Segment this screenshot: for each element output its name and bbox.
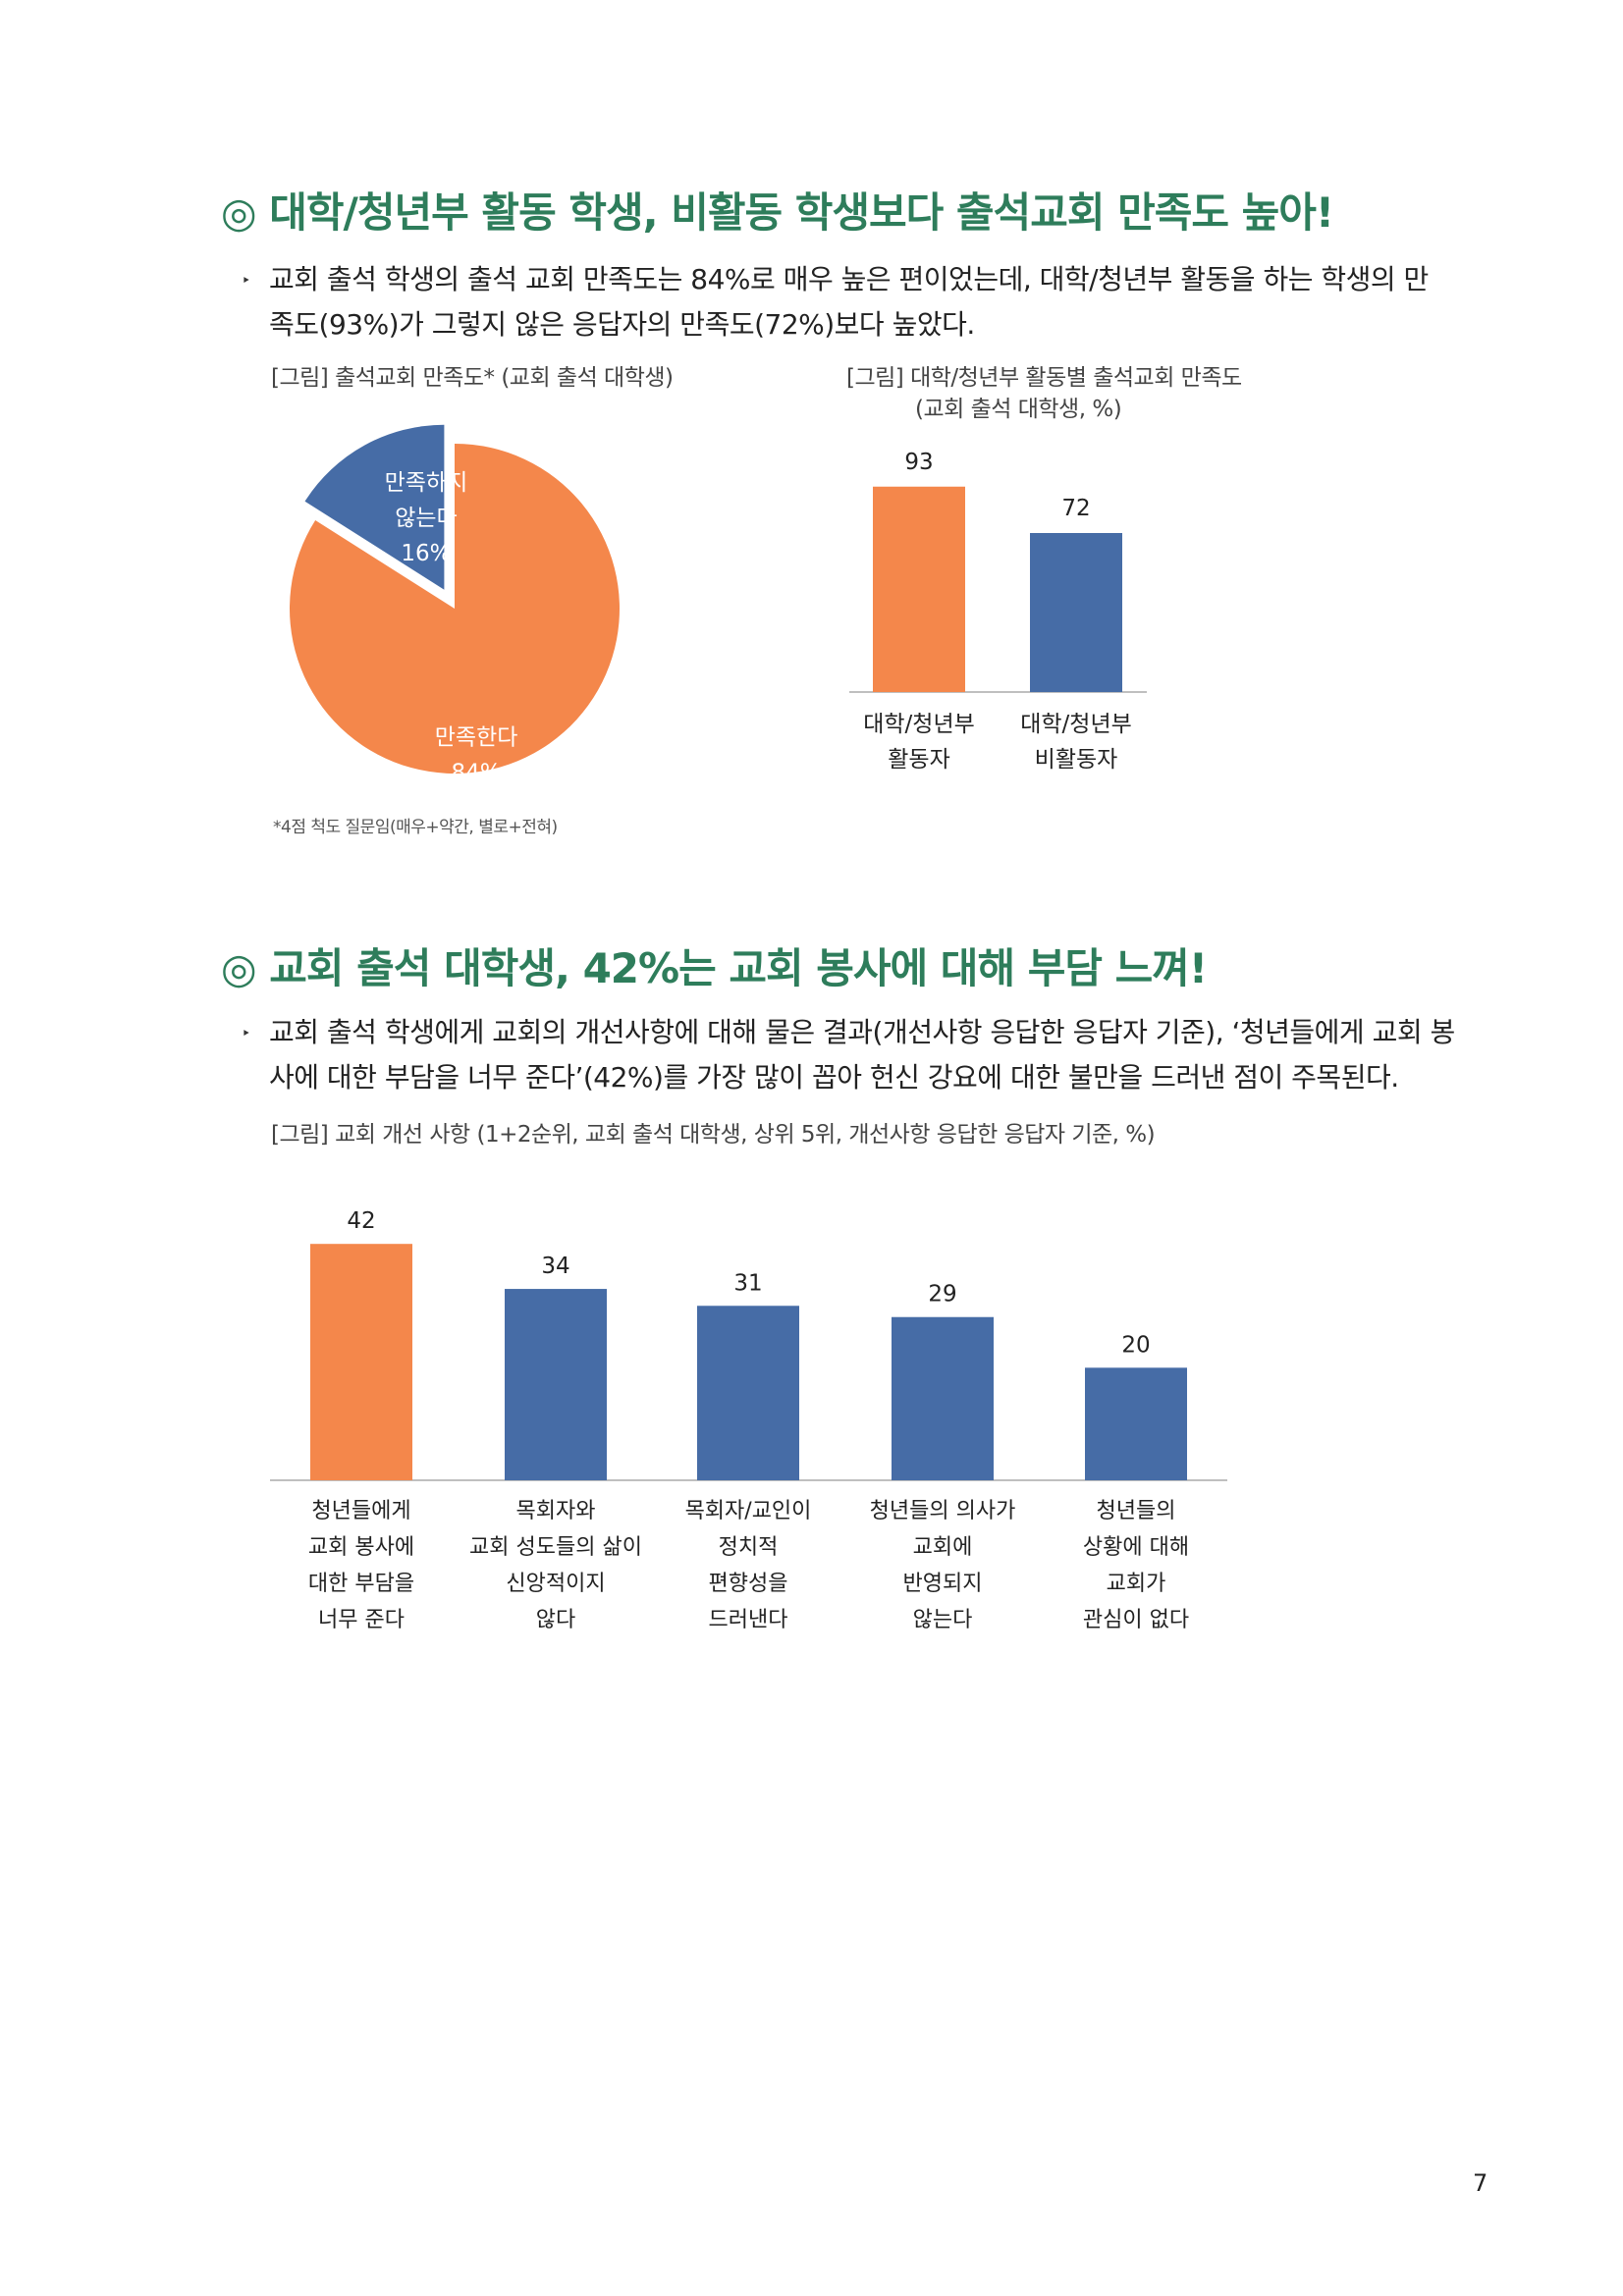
section2-bullet-line2: 사에 대한 부담을 너무 준다’(42%)를 가장 많이 꼽아 헌신 강요에 대… bbox=[269, 1061, 1399, 1094]
bar-chart-caption-line2: (교회 출석 대학생, %) bbox=[915, 397, 1122, 422]
bar-4 bbox=[1085, 1367, 1187, 1480]
bar-value-label-0: 42 bbox=[347, 1208, 375, 1234]
bar-1 bbox=[505, 1289, 607, 1480]
section1-bullet-line2: 족도(93%)가 그렇지 않은 응답자의 만족도(72%)보다 높았다. bbox=[269, 308, 975, 341]
section1-heading: ◎ 대학/청년부 활동 학생, 비활동 학생보다 출석교회 만족도 높아! bbox=[221, 188, 1334, 237]
category-label-0-line: 활동자 bbox=[888, 747, 949, 773]
bar-value-label-1: 72 bbox=[1061, 496, 1090, 521]
category-label-0-line: 대학/청년부 bbox=[863, 712, 975, 737]
pie-slice-label-0-line: 만족한다 bbox=[435, 725, 518, 751]
bar-chart-caption: [그림] 대학/청년부 활동별 출석교회 만족도 (교회 출석 대학생, %) bbox=[846, 362, 1242, 425]
bar-0 bbox=[310, 1244, 412, 1480]
category-label-1-line: 목회자와 bbox=[516, 1499, 596, 1523]
category-label-1-line: 신앙적이지 bbox=[506, 1572, 605, 1596]
category-label-2-line: 편향성을 bbox=[709, 1572, 788, 1596]
section2-heading: ◎ 교회 출석 대학생, 42%는 교회 봉사에 대해 부담 느껴! bbox=[221, 944, 1208, 992]
category-label-1-line: 비활동자 bbox=[1035, 747, 1118, 773]
category-label-1-line: 대학/청년부 bbox=[1020, 712, 1132, 737]
category-label-4-line: 상황에 대해 bbox=[1083, 1535, 1189, 1560]
category-label-3-line: 반영되지 bbox=[903, 1572, 983, 1596]
pie-slice-label-1-line: 16% bbox=[401, 541, 451, 566]
category-label-3-line: 청년들의 의사가 bbox=[870, 1499, 1016, 1523]
category-label-0-line: 교회 봉사에 bbox=[308, 1535, 414, 1560]
category-label-4-line: 관심이 없다 bbox=[1083, 1608, 1189, 1632]
footnote: *4점 척도 질문임(매우+약간, 별로+전혀) bbox=[273, 818, 558, 837]
category-label-4-line: 청년들의 bbox=[1097, 1499, 1176, 1523]
section2-bullet-line1: 교회 출석 학생에게 교회의 개선사항에 대해 물은 결과(개선사항 응답한 응… bbox=[269, 1016, 1455, 1048]
bar-3 bbox=[892, 1316, 994, 1480]
section1-bullet-line1: 교회 출석 학생의 출석 교회 만족도는 84%로 매우 높은 편이었는데, 대… bbox=[269, 263, 1429, 295]
bar-value-label-2: 31 bbox=[733, 1270, 762, 1296]
pie-slice-label-0: 만족한다 84% bbox=[435, 725, 518, 786]
bullet-mark: ‣ bbox=[242, 271, 251, 290]
pie-chart-caption: [그림] 출석교회 만족도* (교회 출석 대학생) bbox=[271, 365, 674, 391]
category-label-2-line: 드러낸다 bbox=[709, 1608, 788, 1632]
pie-slice-0 bbox=[290, 444, 620, 774]
category-label-0-line: 청년들에게 bbox=[311, 1499, 410, 1523]
category-label-3-line: 교회에 bbox=[913, 1535, 973, 1560]
bar-value-label-3: 29 bbox=[928, 1282, 956, 1308]
pie-slice-label-1-line: 만족하지 bbox=[385, 470, 468, 496]
section2-bullet-text: 교회 출석 학생에게 교회의 개선사항에 대해 물은 결과(개선사항 응답한 응… bbox=[269, 1010, 1496, 1100]
pie-slice-label-0-line: 84% bbox=[452, 761, 502, 786]
pie-slice-label-1-line: 않는다 bbox=[395, 506, 457, 531]
bar-1 bbox=[1030, 533, 1122, 692]
category-label-1-line: 않다 bbox=[536, 1608, 575, 1632]
pie-slice-1 bbox=[304, 424, 445, 590]
category-label-2-line: 목회자/교인이 bbox=[685, 1499, 812, 1523]
category-label-1-line: 교회 성도들의 삶이 bbox=[469, 1535, 642, 1560]
bar-value-label-1: 34 bbox=[541, 1254, 569, 1279]
bar-chart-caption-line1: [그림] 대학/청년부 활동별 출석교회 만족도 bbox=[846, 365, 1242, 391]
category-label-4-line: 교회가 bbox=[1107, 1572, 1166, 1596]
bullet-mark: ‣ bbox=[242, 1024, 251, 1042]
bar-2 bbox=[697, 1306, 799, 1480]
bar-0 bbox=[873, 486, 965, 692]
bar-value-label-4: 20 bbox=[1121, 1332, 1150, 1358]
category-label-0-line: 대한 부담을 bbox=[308, 1572, 414, 1596]
category-label-0-line: 너무 준다 bbox=[318, 1608, 405, 1632]
page-number: 7 bbox=[1473, 2169, 1488, 2197]
bar-value-label-0: 93 bbox=[904, 450, 933, 475]
section1-bullet-text: 교회 출석 학생의 출석 교회 만족도는 84%로 매우 높은 편이었는데, 대… bbox=[269, 257, 1496, 347]
improvement-chart-caption: [그림] 교회 개선 사항 (1+2순위, 교회 출석 대학생, 상위 5위, … bbox=[271, 1122, 1156, 1148]
category-label-3-line: 않는다 bbox=[913, 1608, 973, 1632]
category-label-2-line: 정치적 bbox=[719, 1535, 779, 1560]
